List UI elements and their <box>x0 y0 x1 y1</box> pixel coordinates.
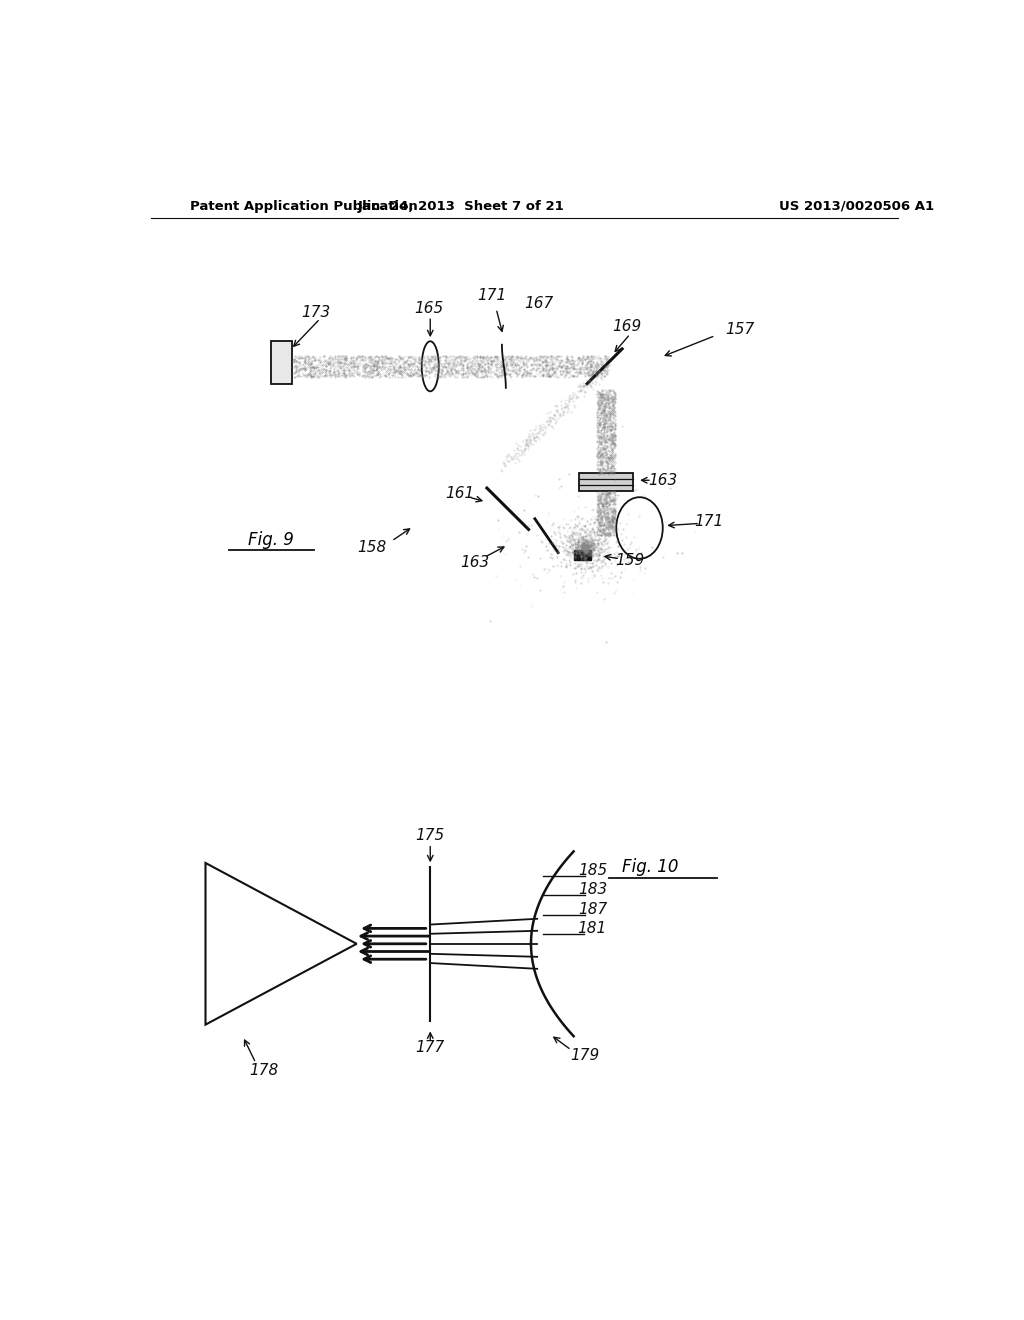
Text: 173: 173 <box>301 305 330 319</box>
Text: 187: 187 <box>579 902 607 916</box>
Text: 171: 171 <box>477 288 507 304</box>
Text: Patent Application Publication: Patent Application Publication <box>190 199 418 213</box>
Text: 161: 161 <box>445 486 474 500</box>
Text: 157: 157 <box>726 322 755 337</box>
Text: 179: 179 <box>570 1048 600 1063</box>
Bar <box>579 473 633 491</box>
Text: 159: 159 <box>615 553 645 568</box>
Text: 163: 163 <box>648 473 677 488</box>
Text: 169: 169 <box>612 318 642 334</box>
Text: 167: 167 <box>524 296 553 310</box>
Text: 158: 158 <box>357 540 387 554</box>
Text: Fig. 10: Fig. 10 <box>623 858 679 875</box>
Text: 181: 181 <box>577 921 606 936</box>
Text: 183: 183 <box>579 882 607 898</box>
Text: 185: 185 <box>579 863 607 878</box>
Text: 178: 178 <box>249 1064 279 1078</box>
Text: 171: 171 <box>694 515 724 529</box>
Text: 177: 177 <box>416 1040 444 1055</box>
Text: 165: 165 <box>414 301 443 315</box>
Polygon shape <box>206 863 356 1024</box>
Text: 175: 175 <box>416 829 444 843</box>
Ellipse shape <box>422 342 438 391</box>
Text: 163: 163 <box>461 556 489 570</box>
Bar <box>270 341 292 384</box>
Ellipse shape <box>616 498 663 558</box>
Text: Fig. 9: Fig. 9 <box>248 531 294 549</box>
Bar <box>573 549 591 560</box>
Text: Jan. 24, 2013  Sheet 7 of 21: Jan. 24, 2013 Sheet 7 of 21 <box>357 199 564 213</box>
Text: US 2013/0020506 A1: US 2013/0020506 A1 <box>779 199 934 213</box>
